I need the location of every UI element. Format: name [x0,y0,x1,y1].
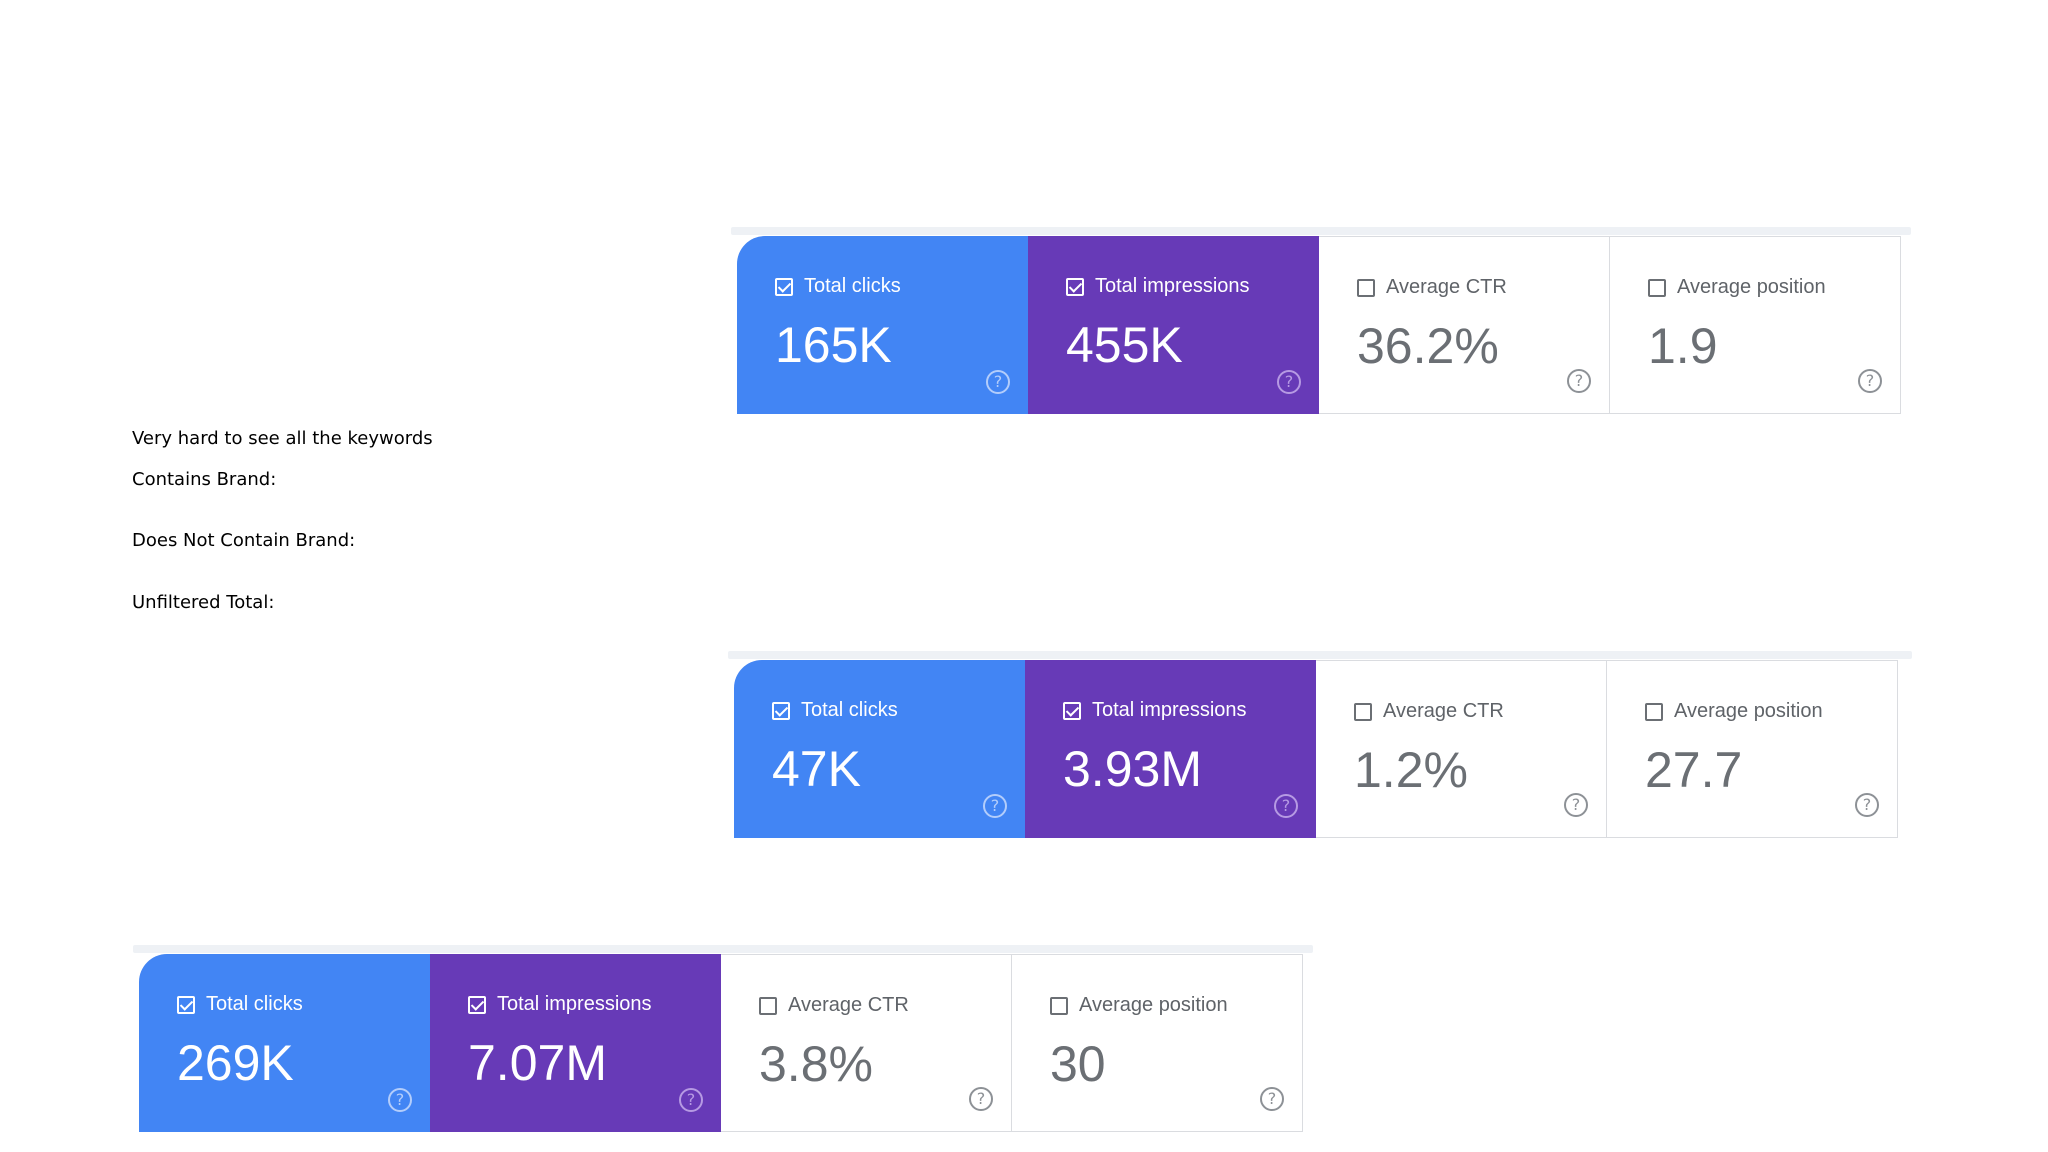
note-keywords: Very hard to see all the keywords [132,428,433,449]
question-circle-icon[interactable]: ? [1277,370,1301,394]
total-impressions-value: 3.93M [1063,741,1202,797]
total-impressions-value: 455K [1066,317,1183,373]
question-circle-icon[interactable]: ? [1274,794,1298,818]
total-impressions-label: Total impressions [1092,699,1247,721]
question-circle-icon[interactable]: ? [388,1088,412,1112]
checkbox-unchecked-icon[interactable] [1050,996,1068,1015]
note-does-not-contain-brand: Does Not Contain Brand: [132,530,356,551]
average-ctr-label: Average CTR [1383,700,1504,722]
average-ctr-label-row: Average CTR [1357,276,1507,299]
average-position-label-row: Average position [1050,994,1228,1017]
average-ctr-value: 1.2% [1354,742,1468,798]
total-clicks-card[interactable]: Total clicks 269K ? [139,954,430,1132]
average-ctr-label: Average CTR [788,994,909,1016]
average-ctr-card[interactable]: Average CTR 1.2% ? [1316,660,1607,838]
average-ctr-value: 3.8% [759,1036,873,1092]
average-position-value: 27.7 [1645,742,1743,798]
total-clicks-label-row: Total clicks [177,993,303,1016]
total-impressions-label-row: Total impressions [468,993,652,1016]
total-clicks-value: 47K [772,741,861,797]
average-position-label: Average position [1677,276,1826,298]
total-clicks-label: Total clicks [206,993,303,1015]
average-position-value: 30 [1050,1036,1106,1092]
checkbox-checked-icon[interactable] [1066,277,1084,296]
checkbox-checked-icon[interactable] [468,995,486,1014]
question-circle-icon[interactable]: ? [986,370,1010,394]
total-impressions-card[interactable]: Total impressions 3.93M ? [1025,660,1316,838]
average-position-card[interactable]: Average position 27.7 ? [1607,660,1898,838]
question-circle-icon[interactable]: ? [969,1087,993,1111]
checkbox-unchecked-icon[interactable] [1357,278,1375,297]
question-circle-icon[interactable]: ? [1567,369,1591,393]
total-clicks-card[interactable]: Total clicks 47K ? [734,660,1025,838]
average-ctr-label-row: Average CTR [1354,700,1504,723]
total-impressions-label: Total impressions [497,993,652,1015]
panel-shadow [133,945,1313,953]
total-impressions-value: 7.07M [468,1035,607,1091]
checkbox-checked-icon[interactable] [1063,701,1081,720]
average-ctr-label-row: Average CTR [759,994,909,1017]
checkbox-unchecked-icon[interactable] [1354,702,1372,721]
metrics-panel-contains-brand: Total clicks 165K ? Total impressions 45… [731,227,1911,424]
question-circle-icon[interactable]: ? [1260,1087,1284,1111]
total-clicks-label-row: Total clicks [775,275,901,298]
total-impressions-label: Total impressions [1095,275,1250,297]
total-clicks-label-row: Total clicks [772,699,898,722]
average-ctr-label: Average CTR [1386,276,1507,298]
question-circle-icon[interactable]: ? [1564,793,1588,817]
average-ctr-value: 36.2% [1357,318,1499,374]
note-unfiltered-total: Unfiltered Total: [132,592,275,613]
panel-shadow [728,651,1912,659]
average-position-label-row: Average position [1645,700,1823,723]
question-circle-icon[interactable]: ? [679,1088,703,1112]
total-clicks-label: Total clicks [801,699,898,721]
note-contains-brand: Contains Brand: [132,469,277,490]
average-ctr-card[interactable]: Average CTR 3.8% ? [721,954,1012,1132]
total-clicks-value: 165K [775,317,892,373]
question-circle-icon[interactable]: ? [1855,793,1879,817]
average-ctr-card[interactable]: Average CTR 36.2% ? [1319,236,1610,414]
total-impressions-label-row: Total impressions [1063,699,1247,722]
total-clicks-label: Total clicks [804,275,901,297]
question-circle-icon[interactable]: ? [1858,369,1882,393]
average-position-label: Average position [1079,994,1228,1016]
checkbox-unchecked-icon[interactable] [759,996,777,1015]
metrics-panel-does-not-contain-brand: Total clicks 47K ? Total impressions 3.9… [728,651,1912,848]
total-impressions-card[interactable]: Total impressions 455K ? [1028,236,1319,414]
total-impressions-card[interactable]: Total impressions 7.07M ? [430,954,721,1132]
total-clicks-card[interactable]: Total clicks 165K ? [737,236,1028,414]
panel-shadow [731,227,1911,235]
total-clicks-value: 269K [177,1035,294,1091]
average-position-value: 1.9 [1648,318,1718,374]
checkbox-checked-icon[interactable] [177,995,195,1014]
average-position-card[interactable]: Average position 30 ? [1012,954,1303,1132]
checkbox-unchecked-icon[interactable] [1645,702,1663,721]
average-position-card[interactable]: Average position 1.9 ? [1610,236,1901,414]
average-position-label: Average position [1674,700,1823,722]
average-position-label-row: Average position [1648,276,1826,299]
checkbox-unchecked-icon[interactable] [1648,278,1666,297]
total-impressions-label-row: Total impressions [1066,275,1250,298]
metrics-panel-unfiltered-total: Total clicks 269K ? Total impressions 7.… [133,945,1313,1142]
checkbox-checked-icon[interactable] [775,277,793,296]
question-circle-icon[interactable]: ? [983,794,1007,818]
checkbox-checked-icon[interactable] [772,701,790,720]
